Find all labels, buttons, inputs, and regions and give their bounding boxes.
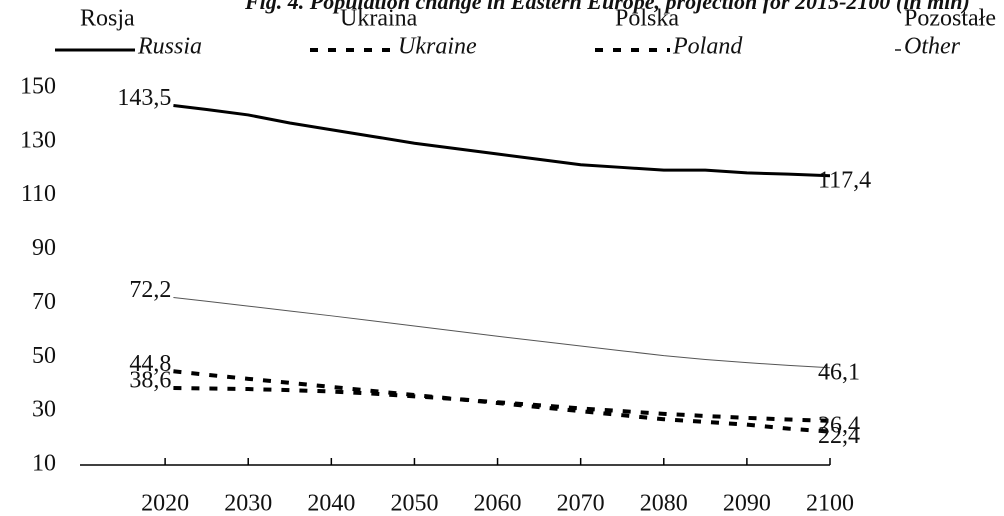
y-tick-label: 30 [32,397,56,423]
legend-label: Polska [615,6,679,32]
legend-label-en: Ukraine [398,34,477,60]
value-label: 38,6 [129,367,171,393]
x-tick-label: 2060 [474,491,522,516]
x-tick-label: 2090 [723,491,771,516]
x-tick-label: 2050 [390,491,438,516]
x-tick-label: 2030 [224,491,272,516]
value-label: 26,4 [818,412,860,438]
value-label: 46,1 [818,359,860,385]
legend-label: Pozostałe [904,6,996,32]
y-tick-label: 130 [20,127,56,153]
legend-label-en: Russia [137,34,202,60]
x-tick-label: 2070 [557,491,605,516]
x-tick-label: 2100 [806,491,854,516]
y-tick-label: 50 [32,343,56,369]
x-tick-label: 2080 [640,491,688,516]
value-label: 117,4 [818,167,871,193]
value-label: 143,5 [117,85,171,111]
legend-label-en: Poland [672,34,743,60]
y-tick-label: 150 [20,74,56,100]
value-label: 72,2 [129,277,171,303]
chart-title: Fig. 4. Population change in Eastern Eur… [244,0,970,14]
y-tick-label: 10 [32,451,56,477]
y-tick-label: 110 [21,181,56,207]
legend-label: Rosja [80,6,135,32]
series-line [173,104,831,178]
series-line [173,297,831,369]
x-tick-label: 2040 [307,491,355,516]
value-label: 22,4 [818,423,860,449]
legend-label: Ukraina [340,6,418,32]
x-tick-label: 2020 [141,491,189,516]
series-line [173,385,831,423]
y-tick-label: 90 [32,235,56,261]
legend-label-en: Other [904,34,961,60]
value-label: 44,8 [129,351,171,377]
y-tick-label: 70 [32,289,56,315]
